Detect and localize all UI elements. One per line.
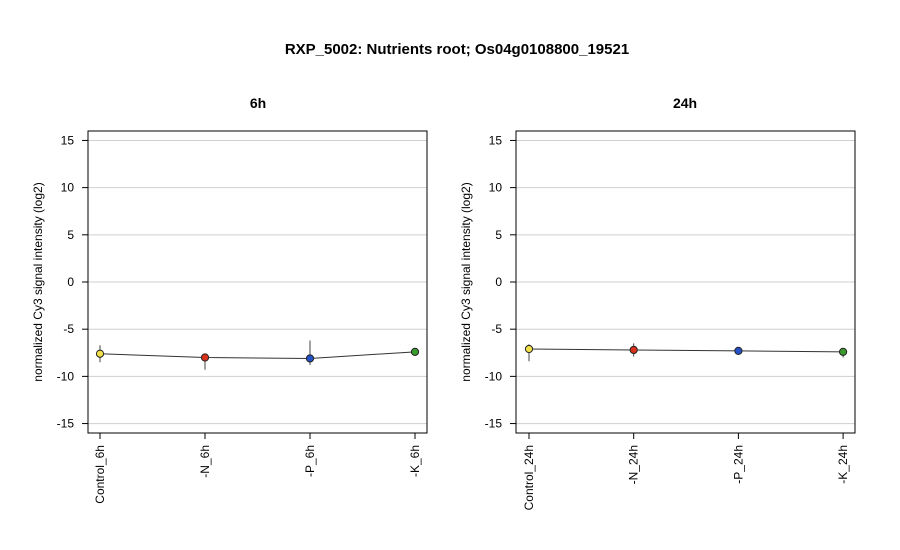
series-line-layer [99, 351, 416, 359]
data-points [524, 344, 848, 356]
series-line [528, 348, 844, 353]
y-tick-label: 5 [67, 228, 74, 242]
y-tick-label: 10 [61, 181, 75, 195]
y-tick-label: 10 [489, 181, 503, 195]
x-tick-label: -K_24h [836, 445, 850, 484]
data-point [734, 346, 743, 355]
y-axis: -15 -10 -5 0 5 10 15 [57, 133, 88, 431]
data-point [524, 344, 534, 354]
data-point [305, 354, 315, 363]
series-line [99, 351, 416, 359]
y-tick-label: -15 [485, 417, 503, 431]
y-tick-label: 5 [495, 228, 502, 242]
data-points [95, 347, 420, 363]
y-axis-label: normalized Cy3 signal intensity (log2) [31, 182, 45, 381]
y-tick-label: -15 [57, 417, 75, 431]
y-tick-label: 15 [61, 133, 75, 147]
gridlines [516, 139, 855, 425]
y-tick-label: 0 [67, 275, 74, 289]
x-axis: Control_6h -N_6h -P_6h -K_6h [93, 433, 422, 504]
x-tick-label: Control_24h [522, 445, 536, 510]
series-line-layer [528, 348, 844, 353]
y-tick-label: -10 [485, 369, 503, 383]
data-point [629, 345, 638, 355]
x-axis: Control_24h -N_24h -P_24h -K_24h [522, 433, 850, 510]
y-axis-label: normalized Cy3 signal intensity (log2) [459, 182, 473, 381]
panel-title: 24h [673, 95, 697, 111]
y-tick-label: -5 [491, 322, 502, 336]
y-tick-label: -5 [63, 322, 74, 336]
data-point [410, 347, 420, 356]
data-point [200, 353, 210, 362]
chart-panel-6h: 6h normalized Cy3 signal intensity (log2… [31, 95, 428, 504]
data-point [839, 347, 848, 356]
gridlines [88, 139, 427, 425]
error-bars [528, 343, 844, 362]
y-axis: -15 -10 -5 0 5 10 15 [485, 133, 516, 431]
y-tick-label: 15 [489, 133, 503, 147]
x-tick-label: -N_24h [627, 445, 641, 484]
data-point [95, 349, 105, 358]
x-tick-label: -P_6h [303, 445, 317, 477]
y-tick-label: 0 [495, 275, 502, 289]
x-tick-label: -K_6h [408, 445, 422, 477]
x-tick-label: Control_6h [93, 445, 107, 504]
figure-title: RXP_5002: Nutrients root; Os04g0108800_1… [285, 41, 629, 58]
panel-title: 6h [250, 95, 266, 111]
chart-panel-24h: 24h normalized Cy3 signal intensity (log… [459, 95, 856, 510]
x-tick-label: -N_6h [198, 445, 212, 478]
y-tick-label: -10 [57, 369, 75, 383]
x-tick-label: -P_24h [731, 445, 745, 484]
